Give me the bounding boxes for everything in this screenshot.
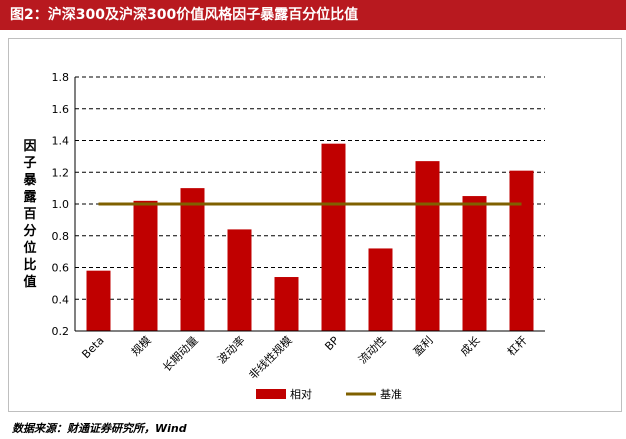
y-tick-label: 1.0 <box>52 198 70 211</box>
figure-title: 图2：沪深300及沪深300价值风格因子暴露百分位比值 <box>10 7 359 23</box>
x-tick-label: BP <box>322 334 341 353</box>
bar <box>321 143 346 331</box>
x-tick-label: 盈利 <box>411 334 436 359</box>
y-tick-label: 0.4 <box>52 293 70 306</box>
y-axis-label-char: 露 <box>23 190 37 205</box>
y-tick-label: 0.6 <box>52 262 70 275</box>
legend: 相对 基准 <box>256 387 402 401</box>
x-tick-label: 杠杆 <box>504 333 529 358</box>
y-tick-label: 1.4 <box>52 135 70 148</box>
x-tick-label: 非线性规模 <box>246 333 295 382</box>
y-axis-label-char: 暴 <box>22 173 37 188</box>
x-tick-label: 波动率 <box>214 333 247 366</box>
chart-title-bar: 图2：沪深300及沪深300价值风格因子暴露百分位比值 <box>0 0 626 30</box>
axis-layer <box>74 77 545 332</box>
y-axis-label-char: 分 <box>23 223 36 239</box>
bar-chart: 0.2 0.4 0.6 0.8 1.0 1.2 1.4 1.6 1.8 Beta 规模 长期动量 波动率… <box>22 71 545 401</box>
y-axis-label-char: 比 <box>23 257 36 273</box>
source-note: 数据来源：财通证券研究所，Wind <box>12 422 187 435</box>
y-tick-label: 0.8 <box>52 230 70 243</box>
y-tick-label: 1.2 <box>52 166 70 179</box>
x-tick-label: Beta <box>79 334 106 361</box>
x-tick-label: 成长 <box>458 334 483 359</box>
y-axis-label-char: 位 <box>23 240 36 256</box>
legend-label-bars: 相对 <box>290 387 312 401</box>
bar <box>462 196 487 331</box>
x-tick-label: 长期动量 <box>160 334 200 374</box>
bar <box>415 161 440 331</box>
label-layer: 0.2 0.4 0.6 0.8 1.0 1.2 1.4 1.6 1.8 Beta 规模 长期动量 波动率… <box>22 71 529 382</box>
y-tick-label: 0.2 <box>52 325 70 338</box>
bar <box>368 248 393 331</box>
legend-label-line: 基准 <box>380 388 402 401</box>
x-tick-label: 流动性 <box>355 333 388 366</box>
bar <box>86 270 111 331</box>
bar <box>133 200 158 331</box>
bar <box>274 277 299 331</box>
y-axis-label-char: 子 <box>23 156 36 171</box>
bar <box>180 188 205 331</box>
y-axis-label-char: 百 <box>23 207 36 222</box>
legend-swatch-bars <box>256 389 286 399</box>
y-tick-label: 1.8 <box>52 71 70 84</box>
bar-layer <box>86 143 534 331</box>
y-axis-label-char: 值 <box>23 274 36 290</box>
y-tick-label: 1.6 <box>52 103 70 116</box>
bar <box>227 229 252 331</box>
y-axis-label-char: 因 <box>23 139 36 154</box>
bar <box>509 170 534 331</box>
x-tick-label: 规模 <box>128 333 153 358</box>
